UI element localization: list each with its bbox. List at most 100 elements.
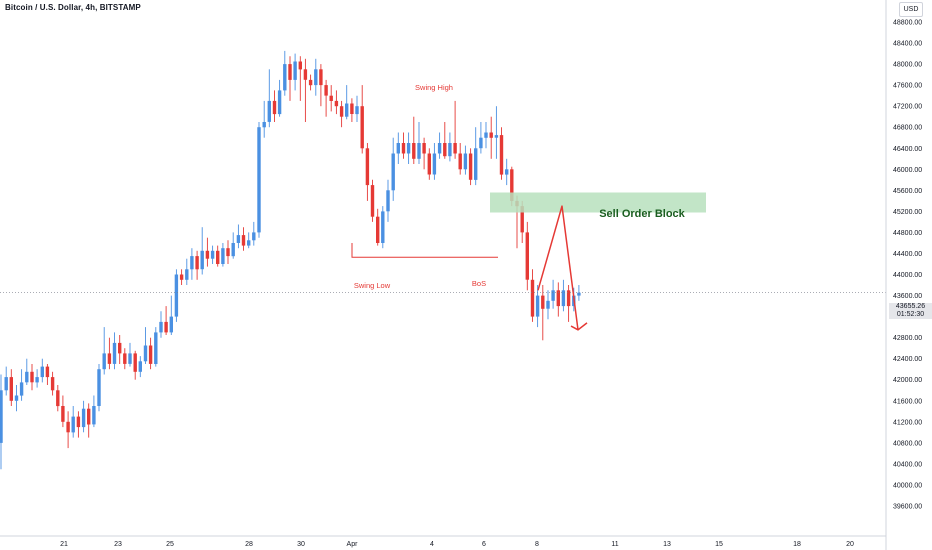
sell-order-block-label: Sell Order Block [599,208,685,220]
candle-down [133,353,137,372]
candle-down [443,143,447,157]
arrowhead-icon [570,322,588,331]
price-tick-label: 40800.00 [893,440,922,447]
candle-down [241,235,246,246]
candle-up [81,408,86,428]
price-tick-label: 41600.00 [893,398,922,405]
candle-up [4,377,8,391]
candle-down [365,148,370,186]
candle-up [154,332,158,364]
candle-up [277,90,282,115]
price-tick-label: 40400.00 [893,461,922,468]
candle-down [541,295,545,309]
candle-up [97,369,101,406]
candle-down [499,135,504,175]
candle-up [561,290,566,307]
candle-down [510,169,514,201]
candle-down [376,216,380,243]
time-axis[interactable]: 21 23 25 28 30 Apr 4 6 8 11 13 15 18 20 [60,541,854,548]
swing-high-label: Swing High [415,83,453,92]
candle-up [71,416,75,433]
time-tick-label: 4 [430,541,434,548]
price-tick-label: 45200.00 [893,209,922,216]
candle-down [303,69,308,80]
time-tick-label: 6 [482,541,486,548]
candle-down [195,256,199,270]
candle-down [458,153,462,170]
candle-down [164,321,168,333]
candle-down [427,153,431,175]
bos-label: BoS [472,279,486,288]
candle-up [474,148,478,180]
currency-button[interactable]: USD [899,2,923,17]
candle-down [319,69,323,86]
annotations: Sell Order Block Swing High Swing Low Bo… [0,83,886,331]
candle-down [453,143,457,154]
price-tick-label: 42400.00 [893,356,922,363]
candle-up [345,103,349,117]
time-tick-label: 20 [846,541,854,548]
symbol-title[interactable]: Bitcoin / U.S. Dollar, 4h, BITSTAMP [5,3,141,12]
time-tick-label: 18 [793,541,801,548]
candle-up [92,406,96,425]
candle-up [448,143,452,157]
time-tick-label: 23 [114,541,122,548]
candle-up [128,353,132,364]
candle-up [19,382,24,396]
time-tick-label: Apr [347,541,359,548]
price-axis[interactable]: 39600.00 40000.00 40400.00 40800.00 41200.00… [893,20,922,511]
projection-path [537,205,579,330]
candle-up [159,321,163,333]
candle-up [14,395,19,401]
candle-up [546,300,550,309]
candle-down [329,95,333,101]
candle-up [257,127,261,233]
candle-up [143,345,148,362]
candle-down [525,232,529,280]
candle-up [267,100,271,122]
candle-down [556,290,560,307]
candle-down [334,100,339,107]
candle-up [381,211,385,243]
price-tick-label: 46800.00 [893,125,922,132]
price-tick-label: 39600.00 [893,504,922,511]
candle-down [216,250,220,264]
candle-down [61,406,65,422]
candle-up [210,250,215,259]
candle-down [9,377,13,401]
sell-order-block-zone[interactable] [490,192,706,213]
candle-up [535,295,540,317]
candle-down [123,353,127,364]
candle-down [272,100,277,115]
candle-down [350,103,354,114]
candle-up [247,240,251,246]
time-tick-label: 8 [535,541,539,548]
candle-up [505,169,509,175]
candle-up [293,61,297,80]
price-tick-label: 40000.00 [893,483,922,490]
candle-up [221,248,225,264]
candle-down [76,416,81,428]
time-tick-label: 13 [663,541,671,548]
bar-countdown: 01:52:30 [896,311,925,318]
candle-down [87,408,91,425]
candle-down [205,250,210,259]
candle-up [463,153,468,170]
candle-down [422,143,426,154]
candle-down [468,153,473,180]
candle-up [185,269,189,280]
candle-down [566,290,571,307]
swing-low-label: Swing Low [354,281,391,290]
candle-down [107,353,112,364]
time-tick-label: 25 [166,541,174,548]
last-price-badge: 43655.26 01:52:30 [889,303,932,319]
candle-down [56,390,60,407]
candle-down [339,106,344,117]
price-tick-label: 48800.00 [893,20,922,27]
candle-down [489,132,493,138]
candle-down [530,279,535,317]
time-tick-label: 28 [245,541,253,548]
candle-down [226,248,230,257]
candle-down [308,79,313,86]
